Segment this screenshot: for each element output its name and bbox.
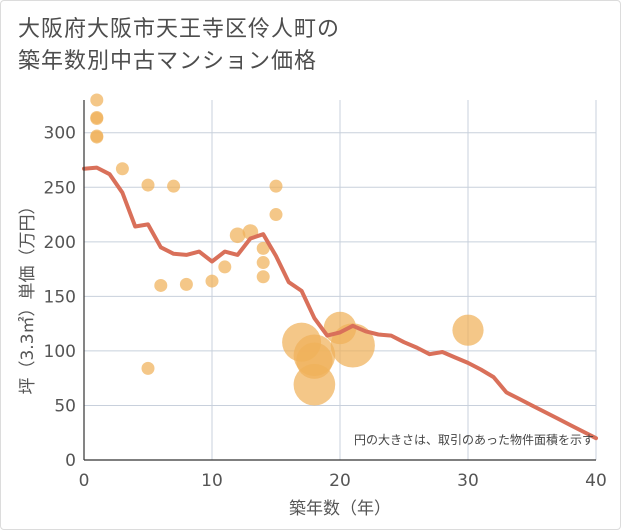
y-tick-label: 0 [65,451,76,471]
data-point [167,179,181,193]
x-tick-label: 40 [585,471,607,491]
data-point [90,130,104,144]
x-tick-label: 30 [457,471,479,491]
axes: 0 50 100 150 200 250 300 0 10 20 30 40 [44,100,607,491]
x-tick-label: 0 [79,471,90,491]
data-point [205,274,219,288]
size-note: 円の大きさは、取引のあった物件面積を示す [354,432,594,447]
y-tick-label: 150 [44,287,76,307]
data-point [256,270,270,284]
data-point [141,178,155,192]
y-tick-label: 300 [44,124,76,144]
y-tick-label: 200 [44,233,76,253]
y-axis-label: 坪（3.3㎡）単価（万円） [18,197,38,394]
title-line-1: 大阪府大阪市天王寺区伶人町の [18,17,341,42]
x-tick-label: 20 [329,471,351,491]
chart-title: 大阪府大阪市天王寺区伶人町の 築年数別中古マンション価格 [18,14,340,78]
data-point [90,112,104,126]
data-point [229,227,246,244]
data-point [141,361,155,375]
data-point [269,179,283,193]
data-point [154,278,168,292]
x-tick-label: 10 [201,471,223,491]
data-point [256,256,270,270]
bubble-layer [90,93,484,406]
data-point [218,260,232,274]
y-tick-label: 100 [44,342,76,362]
average-price-line [82,165,598,441]
title-line-2: 築年数別中古マンション価格 [18,49,318,74]
data-point [296,342,333,379]
line-layer [82,165,598,441]
y-tick-label: 250 [44,178,76,198]
data-point [90,93,104,107]
data-point [256,241,270,255]
data-point [269,208,283,222]
data-point [452,314,484,346]
data-point [179,277,193,291]
data-point [115,162,129,176]
y-tick-label: 50 [54,396,76,416]
x-axis-label: 築年数（年） [289,499,391,519]
